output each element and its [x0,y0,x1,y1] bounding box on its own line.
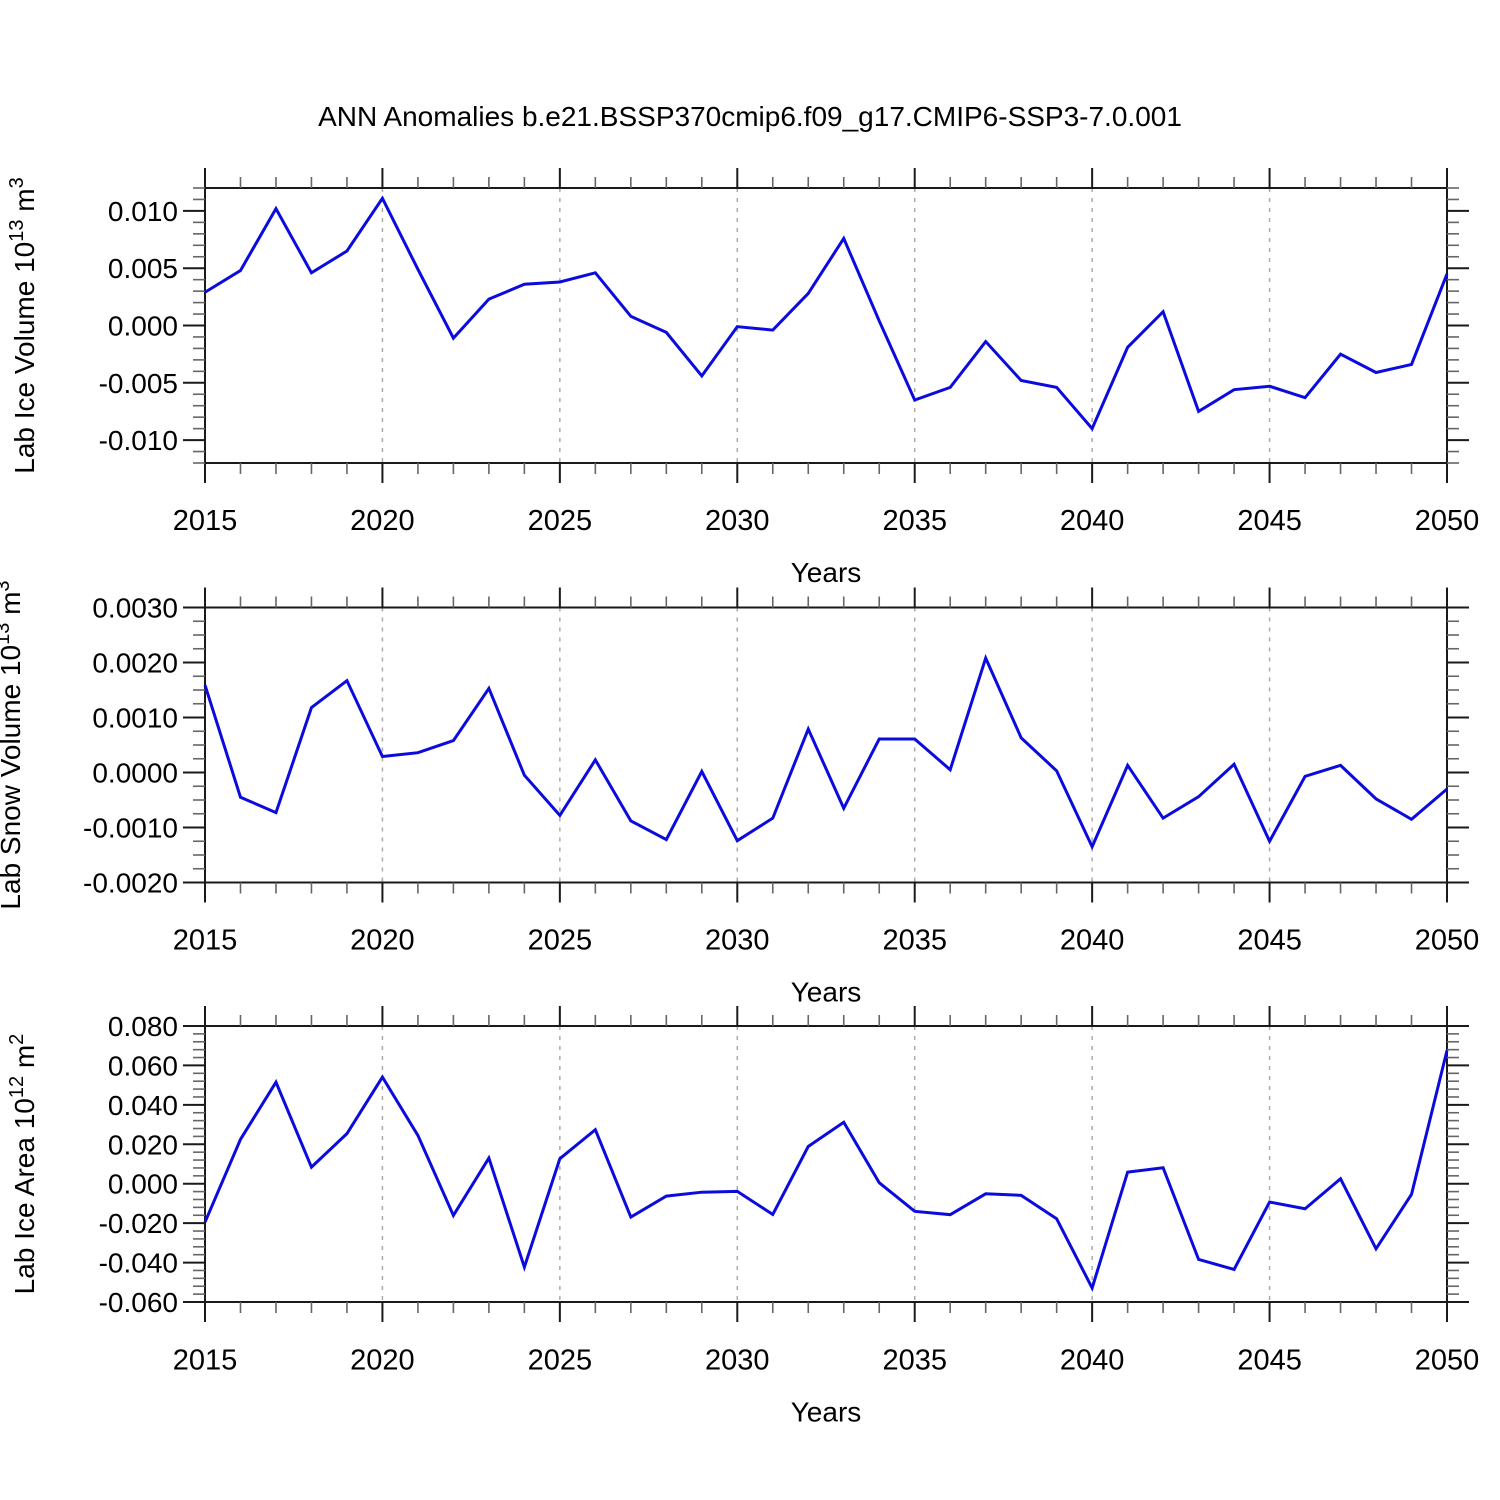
x-tick-label: 2015 [173,505,238,537]
x-tick-label: 2025 [528,505,593,537]
x-axis-title: Years [791,1397,862,1428]
y-tick-label: 0.0000 [92,758,178,789]
y-tick-label: 0.000 [108,311,178,342]
y-tick-label: 0.0010 [92,703,178,734]
x-tick-label: 2045 [1237,925,1302,957]
y-tick-label: 0.010 [108,196,178,227]
x-tick-label: 2035 [882,925,947,957]
y-tick-label: 0.020 [108,1129,178,1160]
y-tick-label: 0.060 [108,1050,178,1081]
x-tick-label: 2020 [350,925,415,957]
series-line-lab-ice-area [203,1050,1449,1292]
x-tick-label: 2045 [1237,505,1302,537]
x-tick-label: 2050 [1415,505,1480,537]
y-tick-label: -0.060 [99,1287,178,1318]
plot-frame [204,606,1448,884]
panel-lab-ice-area: 0.080 0.060 0.040 0.020 0.000 -0.020 -0.040 -0.… [6,1006,1479,1428]
x-tick-label: 2025 [528,925,593,957]
x-tick-label: 2030 [705,925,770,957]
y-tick-label: 0.005 [108,253,178,284]
x-tick-label: 2015 [173,1345,238,1377]
plot-frame [204,187,1448,464]
x-tick-label: 2040 [1060,505,1125,537]
chart-title: ANN Anomalies b.e21.BSSP370cmip6.f09_g17… [318,101,1182,132]
x-tick-label: 2050 [1415,1345,1480,1377]
y-tick-label: -0.020 [99,1208,178,1239]
x-tick-label: 2020 [350,505,415,537]
y-tick-label: -0.0010 [83,813,178,844]
y-axis-title-lab-ice-area: Lab Ice Area 1012 m2 [6,1034,40,1295]
x-axis-title: Years [791,977,862,1008]
x-tick-label: 2035 [882,505,947,537]
x-tick-label: 2050 [1415,925,1480,957]
plot-frame [204,1025,1448,1303]
y-tick-label: -0.005 [99,368,178,399]
x-tick-label: 2020 [350,1345,415,1377]
y-axis-title-lab-snow-volume: Lab Snow Volume 1013 m3 [0,580,26,909]
y-axis-title-lab-ice-volume: Lab Ice Volume 1013 m3 [6,177,40,473]
x-tick-label: 2030 [705,505,770,537]
x-tick-label: 2025 [528,1345,593,1377]
panel-lab-snow-volume: 0.0030 0.0020 0.0010 0.0000 -0.0010 -0.0020 20… [0,580,1479,1007]
series-line-lab-ice-volume [204,195,1449,432]
y-tick-label: 0.040 [108,1090,178,1121]
x-tick-label: 2040 [1060,1345,1125,1377]
y-tick-label: -0.0020 [83,868,178,899]
x-tick-label: 2015 [173,925,238,957]
x-tick-label: 2035 [882,1345,947,1377]
series-line-lab-snow-volume [203,653,1448,851]
x-tick-label: 2045 [1237,1345,1302,1377]
y-tick-label: -0.040 [99,1248,178,1279]
y-tick-label: 0.080 [108,1011,178,1042]
y-tick-label: 0.000 [108,1169,178,1200]
y-tick-label: 0.0030 [92,593,178,624]
y-tick-label: 0.0020 [92,648,178,679]
x-axis-title: Years [791,557,862,588]
y-tick-label: -0.010 [99,425,178,456]
x-tick-label: 2040 [1060,925,1125,957]
panel-lab-ice-volume: 0.010 0.005 0.000 -0.005 -0.010 2015 2020 2025 2… [6,168,1479,588]
x-tick-label: 2030 [705,1345,770,1377]
